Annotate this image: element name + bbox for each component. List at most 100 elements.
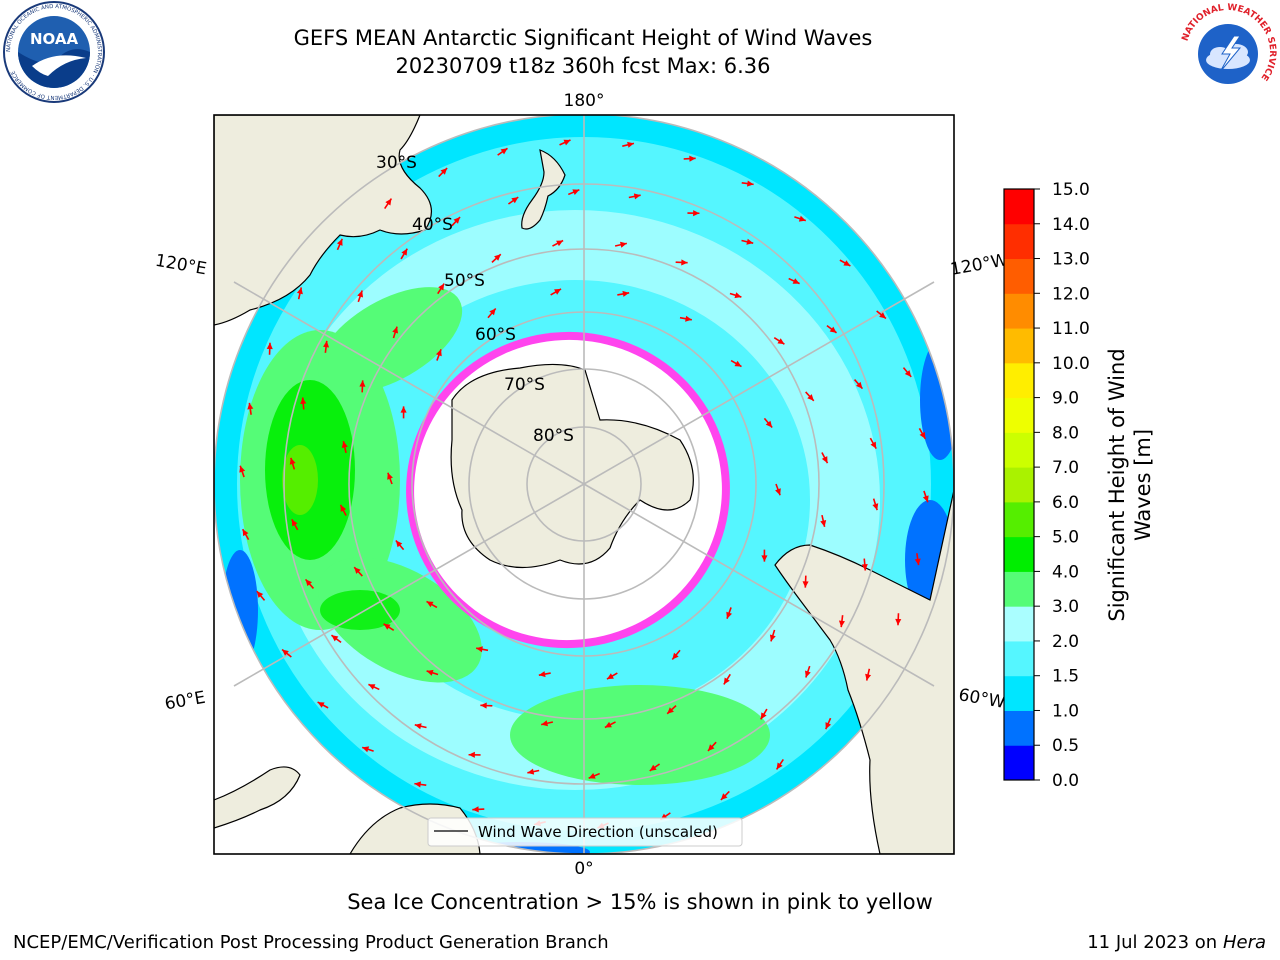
- wind-arrow-head: [296, 287, 303, 295]
- wind-arrow-head: [357, 290, 364, 298]
- wind-arrow-head: [776, 762, 783, 770]
- wind-arrow-head: [476, 646, 483, 653]
- lat-label-70s: 70°S: [504, 375, 545, 395]
- wind-arrow-head: [354, 567, 361, 574]
- wind-arrow-head: [554, 288, 562, 295]
- colorbar-block: [1004, 432, 1034, 468]
- wind-arrow-head: [604, 721, 612, 728]
- wind-arrow-head: [511, 197, 519, 204]
- wind-arrow-head: [919, 431, 926, 439]
- wind-arrow-head: [829, 326, 837, 333]
- wind-arrow-head: [760, 712, 767, 720]
- wind-arrow-head: [775, 488, 781, 496]
- wind-arrow-head: [861, 563, 868, 571]
- wind-arrow-head: [620, 241, 627, 248]
- south-america: [774, 489, 954, 854]
- noaa-logo-text: NOAA: [30, 30, 79, 48]
- legend-label: Wind Wave Direction (unscaled): [478, 823, 718, 841]
- wind-arrow-head: [769, 634, 776, 642]
- wind-arrow-head: [538, 671, 546, 678]
- wind-arrow-head: [395, 540, 403, 548]
- wind-arrow-head: [865, 673, 872, 681]
- colorbar-tick-label: 3.0: [1052, 597, 1079, 617]
- wind-arrow-head: [825, 722, 832, 730]
- wind-arrow-head: [563, 139, 571, 146]
- wind-arrow-head: [362, 746, 370, 753]
- wind-arrow-head: [368, 684, 376, 690]
- wind-arrow-head: [685, 315, 692, 322]
- colorbar-tick-label: 9.0: [1052, 389, 1079, 409]
- colorbar-label-line1: Significant Height of Wind: [1105, 348, 1129, 621]
- wind-arrow-head: [480, 702, 487, 709]
- colorbar-tick-label: 14.0: [1052, 215, 1090, 235]
- wind-arrow-head: [385, 198, 392, 206]
- wind-arrow-head: [723, 677, 730, 685]
- antarctica: [450, 363, 694, 569]
- wind-arrow-head: [895, 618, 902, 626]
- colorbar-block: [1004, 640, 1034, 677]
- wind-arrow-head: [300, 397, 307, 405]
- wind-arrow-head: [436, 349, 442, 357]
- wind-arrow-head: [453, 217, 461, 224]
- wind-arrow-head: [649, 764, 657, 771]
- australia: [214, 115, 432, 326]
- colorbar-tick-label: 11.0: [1052, 319, 1090, 339]
- colorbar-block: [1004, 606, 1034, 642]
- colorbar-tick-label: 15.0: [1052, 180, 1090, 200]
- wind-arrow-head: [633, 193, 641, 200]
- colorbar-block: [1004, 571, 1034, 607]
- wind-arrow-head: [414, 723, 422, 730]
- wind-arrow-head: [426, 669, 434, 676]
- wind-arrow-head: [879, 312, 886, 319]
- lon-label-180: 180°: [564, 91, 605, 111]
- wind-arrow-head: [726, 611, 732, 619]
- colorbar-tick-label: 1.0: [1052, 701, 1079, 721]
- wind-arrow-head: [489, 308, 496, 316]
- colorbar-tick-label: 10.0: [1052, 354, 1090, 374]
- chart-title: GEFS MEAN Antarctic Significant Height o…: [293, 26, 873, 50]
- sea-ice-note: Sea Ice Concentration > 15% is shown in …: [347, 890, 933, 914]
- wind-arrow-head: [681, 259, 688, 266]
- wind-arrow-head: [305, 579, 312, 587]
- wind-arrow-head: [401, 248, 408, 256]
- wind-arrow-head: [922, 495, 929, 503]
- wind-arrow-head: [392, 326, 399, 334]
- wind-arrow-head: [556, 240, 564, 247]
- wind-arrow-head: [383, 623, 391, 630]
- wind-arrow-head: [761, 555, 768, 562]
- wind-arrow-head: [247, 402, 254, 410]
- wind-arrow-head: [734, 292, 742, 299]
- wind-arrow-head: [914, 558, 921, 566]
- colorbar-tick-label: 0.0: [1052, 771, 1079, 791]
- wind-arrow-head: [870, 441, 877, 449]
- wind-arrow-head: [689, 155, 696, 162]
- chart-subtitle: 20230709 t18z 360h fcst Max: 6.36: [395, 54, 771, 78]
- wind-arrow-head: [500, 148, 508, 155]
- colorbar-block: [1004, 536, 1034, 572]
- wind-arrow-head: [804, 670, 811, 678]
- wind-arrow-head: [414, 781, 422, 788]
- wind-arrow-head: [472, 806, 479, 813]
- lat-label-60s: 60°S: [475, 325, 516, 345]
- colorbar-blocks: [1004, 189, 1034, 781]
- wind-arrow-head: [266, 342, 273, 350]
- lat-label-40s: 40°S: [412, 215, 453, 235]
- wind-arrow-head: [400, 406, 407, 413]
- colorbar-tick-label: 5.0: [1052, 528, 1079, 548]
- wind-arrow-head: [282, 649, 289, 656]
- wind-arrow-head: [331, 635, 339, 642]
- wind-arrow-head: [667, 707, 674, 714]
- map-frame: [213, 114, 955, 855]
- wind-arrow-head: [777, 338, 785, 345]
- wind-arrow-head: [802, 581, 809, 588]
- colorbar-block: [1004, 710, 1034, 746]
- wind-arrow-head: [256, 591, 264, 598]
- colorbar-tick-label: 6.0: [1052, 493, 1079, 513]
- colorbar-tick-label: 2.0: [1052, 632, 1079, 652]
- wind-arrow-head: [720, 793, 728, 800]
- wind-arrow-head: [693, 210, 700, 217]
- footer-date-text: 11 Jul 2023 on: [1087, 932, 1223, 953]
- footer-machine: Hera: [1222, 932, 1266, 953]
- wind-arrow-head: [672, 652, 679, 660]
- colorbar-tick-label: 1.5: [1052, 667, 1079, 687]
